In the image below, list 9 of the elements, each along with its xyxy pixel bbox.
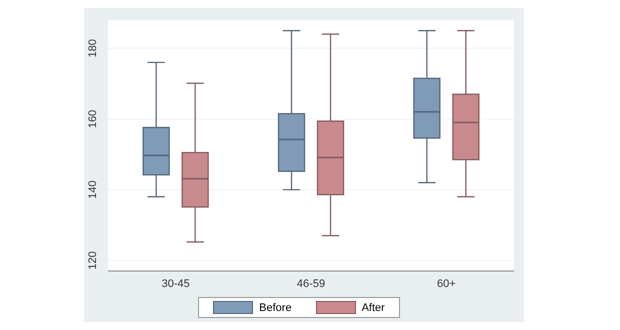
legend-label: Before xyxy=(258,301,292,314)
legend-label: After xyxy=(360,301,385,314)
x-tick-label: 46-59 xyxy=(296,278,326,290)
x-tick-label: 60+ xyxy=(436,278,456,290)
y-tick-label: 180 xyxy=(87,39,99,58)
y-tick-label: 120 xyxy=(87,251,99,270)
x-tick-label: 30-45 xyxy=(162,278,190,290)
y-tick-label: 140 xyxy=(87,180,99,199)
y-tick-label: 160 xyxy=(87,110,99,128)
